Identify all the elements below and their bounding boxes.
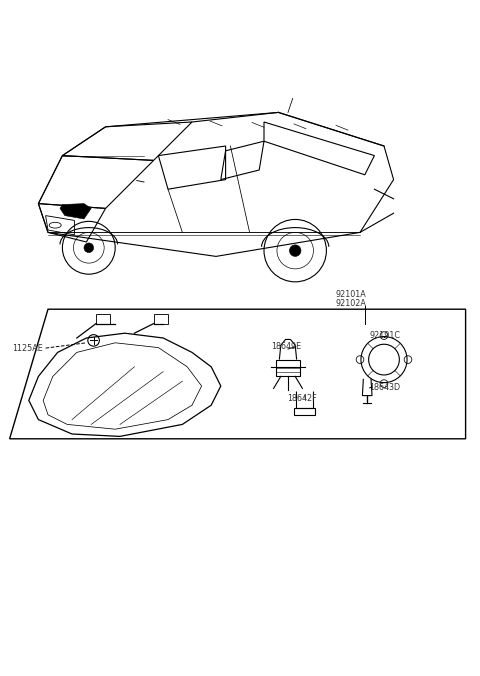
Text: 92101A: 92101A xyxy=(336,290,367,299)
Polygon shape xyxy=(60,203,91,219)
Text: 1125AE: 1125AE xyxy=(12,344,43,353)
Text: 92191C: 92191C xyxy=(370,331,401,339)
Text: 18642F: 18642F xyxy=(287,394,317,403)
Circle shape xyxy=(84,243,94,253)
Polygon shape xyxy=(10,309,466,439)
Text: 18643D: 18643D xyxy=(370,383,401,393)
Circle shape xyxy=(289,245,301,256)
Text: 18649E: 18649E xyxy=(271,342,301,351)
Text: 92102A: 92102A xyxy=(336,299,367,308)
